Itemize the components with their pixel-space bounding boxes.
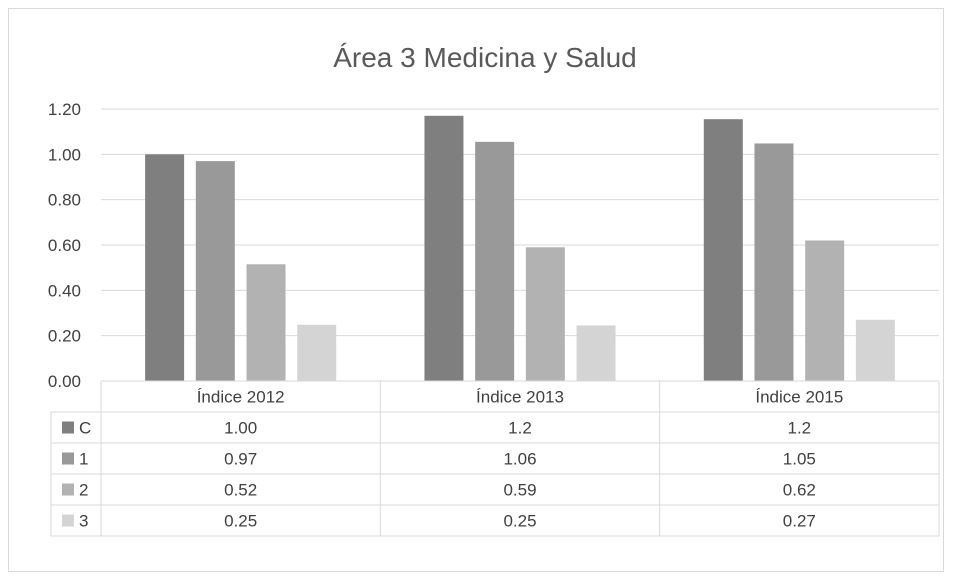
bar-3-1	[576, 325, 616, 381]
y-tick-label: 0.40	[48, 281, 81, 300]
table-cell: 0.97	[224, 450, 257, 469]
legend-label: 1	[79, 450, 88, 469]
bars	[145, 115, 895, 382]
table-cell: 1.2	[508, 419, 532, 438]
category-label: Índice 2015	[755, 388, 843, 407]
y-axis-ticks: 0.00 0.20 0.40 0.60 0.80 1.00 1.20	[48, 100, 81, 391]
table-cell: 0.52	[224, 481, 257, 500]
gridlines	[101, 108, 939, 382]
table-cell: 1.00	[224, 419, 257, 438]
chart-title: Área 3 Medicina y Salud	[333, 42, 637, 73]
y-tick-label: 0.80	[48, 191, 81, 210]
y-tick-label: 1.20	[48, 100, 81, 119]
legend-key-2	[62, 483, 74, 496]
table-cell: 0.25	[503, 512, 536, 531]
data-table: Índice 2012 Índice 2013 Índice 2015 C 1.00 1.…	[50, 380, 940, 537]
table-cell: 1.05	[783, 450, 816, 469]
legend-key-3	[62, 514, 74, 527]
bar-2-1	[525, 247, 565, 381]
category-label: Índice 2013	[476, 388, 564, 407]
legend-label: 2	[79, 481, 88, 500]
bar-3-0	[297, 324, 337, 381]
y-tick-label: 0.00	[48, 372, 81, 391]
bar-C-1	[424, 115, 464, 382]
table-cell: 0.62	[783, 481, 816, 500]
bar-2-0	[246, 264, 286, 381]
table-cell: 1.06	[503, 450, 536, 469]
bar-2-2	[805, 240, 845, 381]
bar-3-2	[855, 319, 895, 381]
legend-key-C	[62, 421, 74, 434]
legend-key-1	[62, 452, 74, 465]
legend-label: 3	[79, 512, 88, 531]
legend-label: C	[79, 419, 91, 438]
y-tick-label: 0.60	[48, 236, 81, 255]
chart-svg: Área 3 Medicina y Salud 0.00 0.20 0.40 0.60…	[48, 42, 940, 537]
y-tick-label: 1.00	[48, 145, 81, 164]
table-cell: 0.27	[783, 512, 816, 531]
bar-1-0	[195, 161, 235, 381]
bar-1-1	[475, 141, 515, 381]
y-tick-label: 0.20	[48, 327, 81, 346]
bar-1-2	[754, 143, 794, 381]
bar-C-0	[145, 154, 185, 381]
category-label: Índice 2012	[197, 388, 285, 407]
table-cell: 0.25	[224, 512, 257, 531]
bar-C-2	[703, 119, 743, 381]
table-cell: 0.59	[503, 481, 536, 500]
table-cell: 1.2	[788, 419, 812, 438]
chart-frame: Área 3 Medicina y Salud 0.00 0.20 0.40 0.60…	[8, 8, 944, 572]
